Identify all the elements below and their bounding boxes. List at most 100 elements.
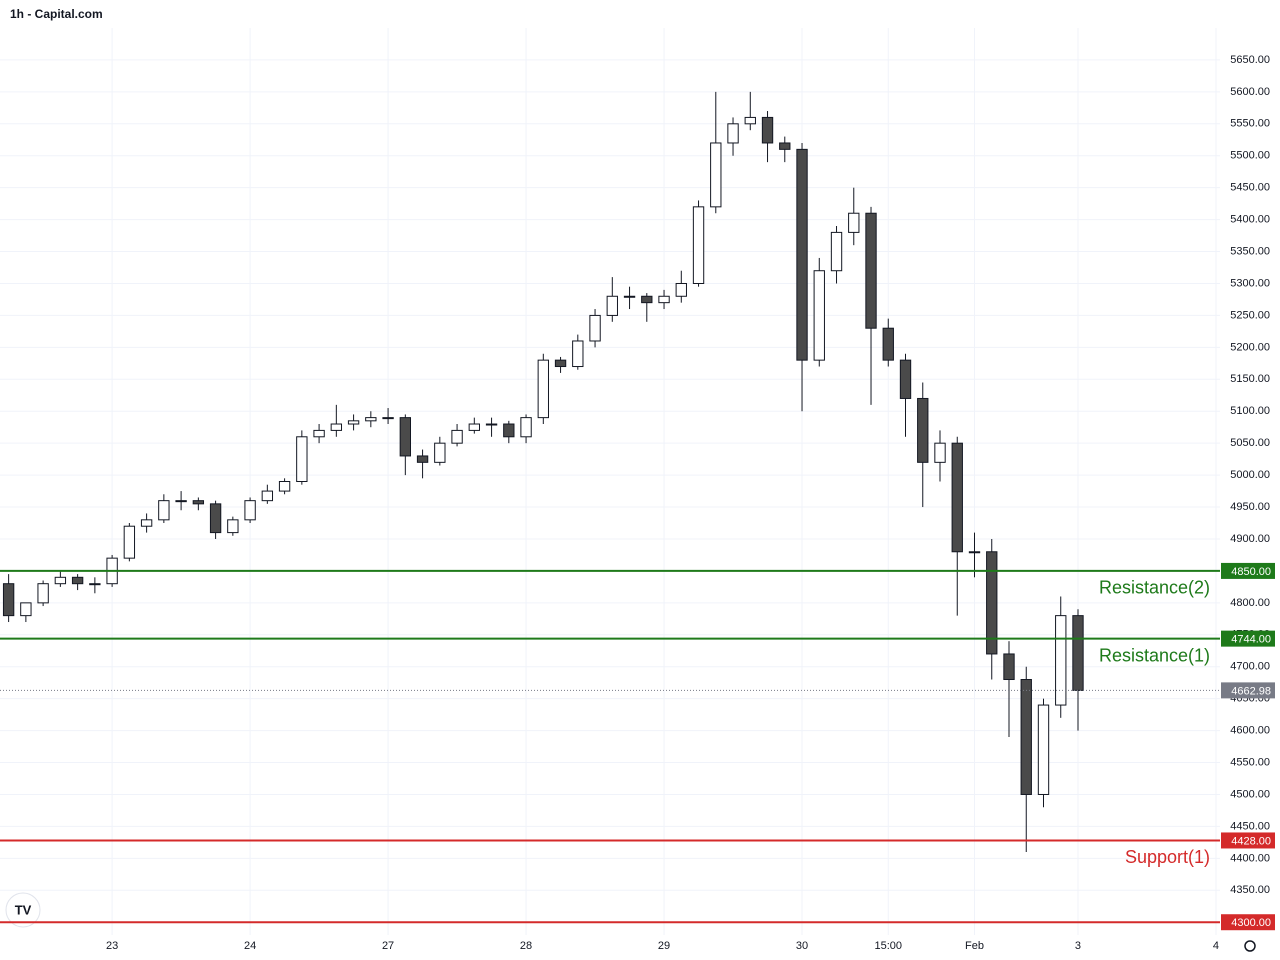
candle-body	[848, 212, 860, 233]
y-tick-label: 4950.00	[1230, 501, 1270, 513]
svg-text:TV: TV	[15, 902, 32, 917]
last-price-label: 4662.98	[1231, 685, 1271, 697]
candle-body	[675, 282, 687, 297]
candle-body	[1037, 704, 1050, 795]
candle-body	[365, 417, 377, 422]
logo: TV	[5, 892, 41, 928]
candle-body	[796, 148, 808, 361]
level-tag	[1221, 562, 1275, 579]
level-name: Resistance(1)	[1099, 645, 1210, 665]
y-tick-label: 5200.00	[1230, 341, 1270, 353]
candle-body	[744, 116, 756, 125]
candle-body	[1020, 679, 1032, 795]
y-tick-label: 5650.00	[1230, 54, 1270, 66]
level-tag-label: 4744.00	[1231, 634, 1271, 646]
candle-body	[89, 583, 101, 586]
x-tick-label: 3	[1075, 940, 1081, 952]
candle-body	[416, 455, 429, 463]
x-tick-label: 15:00	[875, 940, 903, 952]
candle-body	[175, 500, 187, 503]
x-tick-label: 29	[658, 940, 670, 952]
y-tick-label: 4900.00	[1230, 533, 1270, 545]
y-tick-label: 4700.00	[1230, 661, 1270, 673]
candle-body	[227, 519, 239, 534]
candle-body	[296, 436, 308, 482]
level-name: Support(1)	[1125, 847, 1210, 867]
settings-icon[interactable]	[1244, 940, 1256, 952]
y-tick-label: 5150.00	[1230, 373, 1270, 385]
level-tag-label: 4850.00	[1231, 566, 1271, 578]
x-tick-label: 28	[520, 940, 532, 952]
candle-body	[123, 525, 136, 559]
candle-body	[399, 417, 411, 457]
level-name: Resistance(2)	[1099, 578, 1210, 598]
candle-body	[71, 576, 84, 585]
candle-body	[1072, 615, 1084, 691]
candle-body	[158, 500, 170, 521]
candle-body	[727, 123, 739, 144]
candle-body	[54, 576, 67, 585]
candle-body	[606, 295, 618, 316]
candle-body	[20, 602, 32, 617]
candle-body	[140, 519, 153, 527]
candle-body	[882, 327, 894, 361]
y-tick-label: 5100.00	[1230, 405, 1270, 417]
x-tick-label: 27	[382, 940, 394, 952]
candle-body	[554, 359, 567, 368]
y-tick-label: 5600.00	[1230, 86, 1270, 98]
candle-body	[2, 583, 15, 617]
level-tag	[1221, 914, 1275, 931]
candle-body	[192, 500, 205, 505]
x-tick-label: 24	[244, 940, 256, 952]
y-tick-label: 5500.00	[1230, 150, 1270, 162]
last-price-tag	[1221, 682, 1275, 699]
candle-body	[899, 359, 912, 399]
plot	[2, 91, 1084, 852]
candle-body	[503, 423, 515, 438]
chart-title: 1h - Capital.com	[10, 7, 103, 21]
candle-body	[209, 503, 222, 534]
y-tick-label: 4600.00	[1230, 725, 1270, 737]
level-tag	[1221, 832, 1275, 849]
candle-body	[917, 397, 929, 463]
candle-body	[986, 551, 998, 655]
x-tick-label: 30	[796, 940, 808, 952]
candle-body	[623, 295, 636, 298]
candle-body	[710, 142, 722, 208]
y-tick-label: 5250.00	[1230, 309, 1270, 321]
y-tick-label: 5550.00	[1230, 118, 1270, 130]
candle-body	[244, 500, 256, 521]
y-tick-label: 5350.00	[1230, 245, 1270, 257]
candle-body	[1003, 653, 1015, 681]
candle-body	[951, 442, 963, 553]
candle-body	[830, 231, 843, 272]
candle-body	[968, 551, 981, 554]
y-tick-label: 4500.00	[1230, 788, 1270, 800]
candle-body	[313, 429, 325, 438]
y-tick-label: 5050.00	[1230, 437, 1270, 449]
candle-body	[934, 442, 946, 463]
candle-body	[779, 142, 791, 150]
y-tick-label: 5450.00	[1230, 182, 1270, 194]
candle-body	[468, 423, 480, 431]
candle-body	[347, 420, 360, 425]
y-tick-label: 4800.00	[1230, 597, 1270, 609]
candle-body	[451, 429, 463, 444]
y-tick-label: 4550.00	[1230, 756, 1270, 768]
candle-body	[485, 423, 498, 426]
candle-body	[761, 116, 774, 144]
candle-body	[434, 442, 446, 463]
y-tick-label: 4450.00	[1230, 820, 1270, 832]
level-tag-label: 4300.00	[1231, 917, 1271, 929]
candle-body	[658, 295, 670, 304]
y-tick-label: 5400.00	[1230, 214, 1270, 226]
candle-body	[589, 314, 601, 342]
candle-body	[261, 490, 274, 502]
x-tick-label: 4	[1213, 940, 1219, 952]
candle-body	[520, 417, 532, 438]
candle-body	[865, 212, 877, 329]
level-tag	[1221, 630, 1275, 647]
